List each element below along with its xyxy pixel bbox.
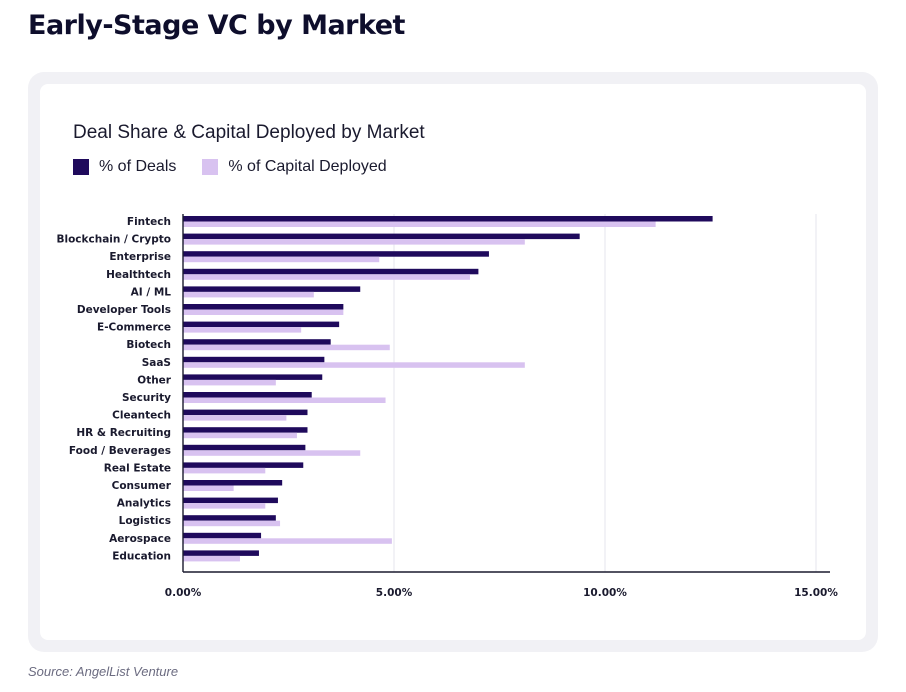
category-label: Real Estate bbox=[104, 462, 171, 474]
bar-capital-18 bbox=[183, 520, 281, 527]
legend-label-deals: % of Deals bbox=[99, 158, 177, 175]
bar-capital-10 bbox=[183, 379, 276, 386]
category-label: E-Commerce bbox=[97, 322, 171, 334]
bar-capital-2 bbox=[183, 239, 525, 245]
category-label: SaaS bbox=[142, 357, 171, 369]
x-tick-label: 10.00% bbox=[583, 587, 627, 599]
bar-deals-18 bbox=[183, 515, 276, 521]
bar-deals-12 bbox=[183, 409, 308, 416]
category-label: Fintech bbox=[127, 216, 171, 228]
bar-deals-11 bbox=[183, 392, 312, 398]
legend-label-capital: % of Capital Deployed bbox=[228, 158, 387, 175]
category-label: Education bbox=[112, 550, 171, 562]
category-label: Healthtech bbox=[106, 269, 171, 281]
category-label: HR & Recruiting bbox=[76, 427, 171, 439]
category-label: AI / ML bbox=[131, 286, 172, 298]
bar-capital-13 bbox=[183, 432, 297, 439]
bar-deals-14 bbox=[183, 444, 306, 451]
bar-capital-19 bbox=[183, 538, 392, 544]
category-label: Blockchain / Crypto bbox=[56, 234, 171, 246]
category-label: Enterprise bbox=[109, 251, 171, 263]
bar-deals-1 bbox=[183, 216, 713, 222]
bar-deals-6 bbox=[183, 304, 344, 310]
bar-capital-6 bbox=[183, 309, 344, 315]
legend-swatch-capital bbox=[202, 159, 219, 175]
bar-capital-20 bbox=[183, 555, 240, 562]
bar-capital-16 bbox=[183, 485, 234, 491]
page-title: Early-Stage VC by Market bbox=[28, 10, 405, 41]
bar-deals-5 bbox=[183, 286, 361, 292]
x-tick-label: 5.00% bbox=[376, 587, 413, 599]
bar-deals-9 bbox=[183, 356, 325, 363]
bar-capital-9 bbox=[183, 362, 525, 368]
bar-capital-17 bbox=[183, 503, 266, 509]
x-tick-label: 0.00% bbox=[165, 587, 202, 599]
category-label: Aerospace bbox=[109, 533, 171, 545]
legend-item-capital: % of Capital Deployed bbox=[202, 158, 387, 176]
category-label: Developer Tools bbox=[77, 304, 171, 316]
bar-capital-8 bbox=[183, 344, 390, 351]
bar-deals-17 bbox=[183, 497, 278, 504]
bar-capital-15 bbox=[183, 467, 266, 474]
category-label: Biotech bbox=[126, 339, 171, 351]
bar-deals-2 bbox=[183, 233, 580, 240]
chart-card: Deal Share & Capital Deployed by Market … bbox=[28, 72, 878, 652]
bar-capital-3 bbox=[183, 256, 380, 263]
source-note: Source: AngelList Venture bbox=[28, 664, 179, 679]
bar-deals-3 bbox=[183, 251, 489, 257]
bar-capital-5 bbox=[183, 291, 314, 298]
bar-deals-7 bbox=[183, 321, 340, 328]
category-label: Cleantech bbox=[112, 410, 171, 422]
legend-item-deals: % of Deals bbox=[73, 158, 176, 176]
category-label: Other bbox=[137, 374, 172, 386]
bar-capital-1 bbox=[183, 221, 656, 227]
bar-deals-13 bbox=[183, 427, 308, 433]
bar-capital-4 bbox=[183, 274, 470, 280]
bar-capital-11 bbox=[183, 397, 386, 403]
category-label: Security bbox=[122, 392, 171, 404]
category-label: Logistics bbox=[119, 515, 171, 527]
chart-title: Deal Share & Capital Deployed by Market bbox=[73, 122, 425, 143]
bar-chart: Fintech Blockchain / Crypto Enterprise Heal… bbox=[56, 214, 838, 599]
category-label: Food / Beverages bbox=[69, 445, 171, 457]
x-tick-label: 15.00% bbox=[794, 587, 838, 599]
category-label: Analytics bbox=[117, 498, 171, 510]
chart-panel: Deal Share & Capital Deployed by Market … bbox=[40, 84, 866, 640]
legend-swatch-deals bbox=[73, 159, 89, 175]
bar-deals-4 bbox=[183, 268, 479, 275]
bar-deals-15 bbox=[183, 462, 304, 468]
chart-legend: % of Deals % of Capital Deployed bbox=[73, 158, 413, 176]
bar-capital-12 bbox=[183, 415, 287, 421]
bar-deals-8 bbox=[183, 339, 331, 345]
category-label: Consumer bbox=[112, 480, 172, 492]
bar-deals-10 bbox=[183, 374, 323, 380]
bar-capital-7 bbox=[183, 327, 302, 333]
bar-capital-14 bbox=[183, 450, 361, 456]
bar-deals-19 bbox=[183, 532, 262, 539]
bar-deals-20 bbox=[183, 550, 259, 556]
bar-deals-16 bbox=[183, 480, 283, 486]
